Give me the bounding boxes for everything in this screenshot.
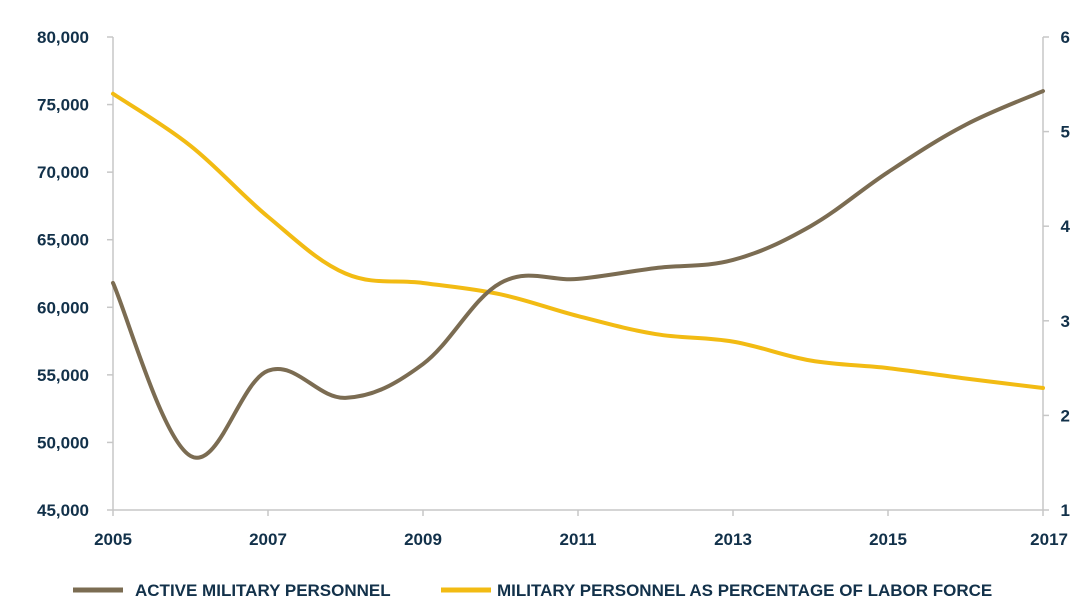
y-tick-label: 45,000: [37, 501, 89, 520]
y-tick-label: 55,000: [37, 366, 89, 385]
y2-tick-label: 5: [1061, 123, 1070, 142]
series-lines: [111, 89, 1045, 460]
legend: ACTIVE MILITARY PERSONNEL MILITARY PERSON…: [73, 581, 992, 600]
x-tick-label: 2007: [249, 530, 287, 549]
y2-tick-label: 3: [1061, 312, 1070, 331]
series-line-percentage-labor-force: [111, 91, 1045, 390]
y-tick-label: 80,000: [37, 28, 89, 47]
tick-labels: 45,000 50,000 55,000 60,000 65,000 70,000 75,0…: [37, 28, 1071, 549]
y2-tick-label: 6: [1061, 28, 1070, 47]
x-tick-label: 2017: [1030, 530, 1068, 549]
y-tick-label: 50,000: [37, 433, 89, 452]
x-tick-label: 2011: [560, 530, 597, 549]
y-tick-label: 65,000: [37, 231, 89, 250]
x-tick-label: 2005: [94, 530, 132, 549]
y-tick-label: 60,000: [37, 298, 89, 317]
x-tick-label: 2015: [869, 530, 907, 549]
y2-tick-label: 2: [1061, 406, 1070, 425]
y2-tick-label: 4: [1061, 217, 1071, 236]
x-tick-label: 2013: [714, 530, 752, 549]
legend-label: ACTIVE MILITARY PERSONNEL: [135, 581, 391, 600]
series-line-active-military-personnel: [111, 89, 1045, 460]
axes: [107, 36, 1049, 516]
y-tick-label: 75,000: [37, 96, 89, 115]
y-tick-label: 70,000: [37, 163, 89, 182]
legend-label: MILITARY PERSONNEL AS PERCENTAGE OF LABO…: [497, 581, 992, 600]
y2-tick-label: 1: [1061, 501, 1070, 520]
x-tick-label: 2009: [404, 530, 442, 549]
